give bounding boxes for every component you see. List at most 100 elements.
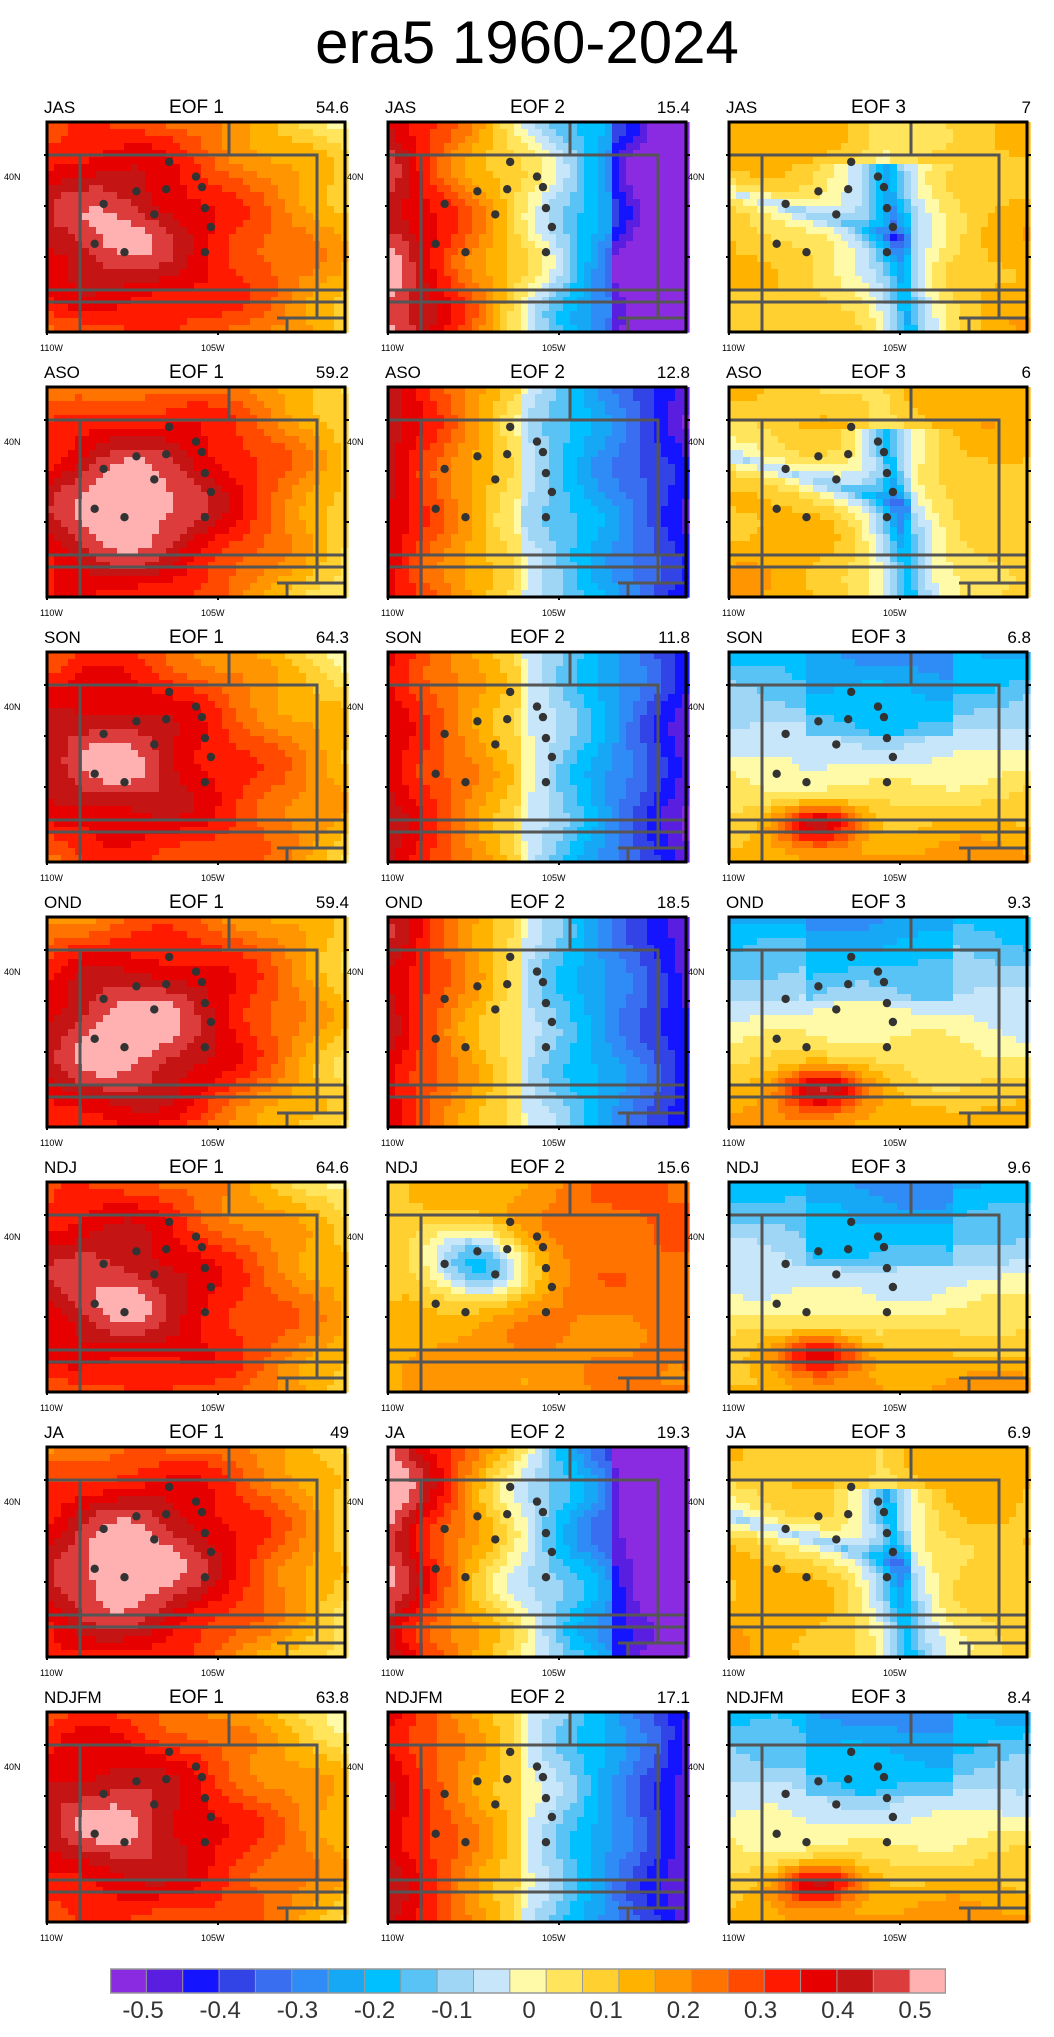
heatmap-cell <box>423 143 431 151</box>
heatmap-cell <box>264 136 272 144</box>
heatmap-cell <box>96 304 104 312</box>
heatmap-cell <box>194 178 202 186</box>
heatmap-cell <box>813 164 821 172</box>
heatmap-cell <box>778 227 786 235</box>
heatmap-cell <box>68 471 76 479</box>
heatmap-cell <box>236 478 244 486</box>
heatmap-cell <box>292 325 300 333</box>
heatmap-cell <box>395 192 403 200</box>
heatmap-cell <box>1009 199 1017 207</box>
heatmap-cell <box>47 213 55 221</box>
heatmap-cell <box>514 122 522 130</box>
heatmap-cell <box>180 143 188 151</box>
heatmap-cell <box>911 304 919 312</box>
heatmap-cell <box>799 241 807 249</box>
heatmap-cell <box>327 185 335 193</box>
heatmap-cell <box>479 171 487 179</box>
heatmap-cell <box>173 318 181 326</box>
heatmap-cell <box>528 199 536 207</box>
heatmap-cell <box>68 234 76 242</box>
heatmap-cell <box>570 164 578 172</box>
heatmap-cell <box>47 422 55 430</box>
heatmap-cell <box>117 464 125 472</box>
heatmap-cell <box>61 408 69 416</box>
heatmap-cell <box>626 325 634 333</box>
heatmap-cell <box>320 206 328 214</box>
heatmap-cell <box>124 443 132 451</box>
heatmap-cell <box>528 283 536 291</box>
heatmap-cell <box>194 164 202 172</box>
heatmap-cell <box>250 394 258 402</box>
heatmap-cell <box>675 325 683 333</box>
heatmap-cell <box>444 262 452 270</box>
heatmap-cell <box>771 157 779 165</box>
heatmap-cell <box>152 192 160 200</box>
heatmap-cell <box>897 241 905 249</box>
heatmap-cell <box>236 283 244 291</box>
heatmap-cell <box>967 199 975 207</box>
heatmap-cell <box>563 241 571 249</box>
heatmap-cell <box>264 213 272 221</box>
heatmap-cell <box>493 255 501 263</box>
heatmap-cell <box>640 122 648 130</box>
heatmap-cell <box>437 157 445 165</box>
heatmap-cell <box>388 171 396 179</box>
heatmap-cell <box>743 143 751 151</box>
heatmap-cell <box>472 262 480 270</box>
heatmap-cell <box>54 429 62 437</box>
heatmap-cell <box>458 199 466 207</box>
heatmap-cell <box>736 157 744 165</box>
heatmap-cell <box>792 241 800 249</box>
heatmap-cell <box>292 401 300 409</box>
heatmap-cell <box>911 241 919 249</box>
heatmap-cell <box>1016 192 1024 200</box>
heatmap-cell <box>327 478 335 486</box>
heatmap-cell <box>96 325 104 333</box>
heatmap-cell <box>995 143 1003 151</box>
heatmap-cell <box>194 429 202 437</box>
heatmap-cell <box>736 171 744 179</box>
heatmap-cell <box>486 213 494 221</box>
heatmap-cell <box>117 471 125 479</box>
heatmap-cell <box>883 178 891 186</box>
station-dot <box>132 187 141 196</box>
heatmap-cell <box>257 485 265 493</box>
heatmap-cell <box>883 143 891 151</box>
heatmap-cell <box>278 520 286 528</box>
heatmap-cell <box>292 143 300 151</box>
heatmap-cell <box>472 122 480 130</box>
heatmap-cell <box>556 262 564 270</box>
heatmap-cell <box>313 136 321 144</box>
heatmap-cell <box>514 255 522 263</box>
heatmap-cell <box>584 143 592 151</box>
heatmap-cell <box>458 262 466 270</box>
heatmap-cell <box>855 206 863 214</box>
heatmap-cell <box>306 255 314 263</box>
heatmap-cell <box>334 290 342 298</box>
heatmap-cell <box>535 304 543 312</box>
heatmap-cell <box>771 213 779 221</box>
heatmap-cell <box>848 262 856 270</box>
heatmap-cell <box>521 304 529 312</box>
heatmap-cell <box>584 311 592 319</box>
heatmap-cell <box>946 220 954 228</box>
heatmap-cell <box>117 206 125 214</box>
heatmap-cell <box>584 192 592 200</box>
heatmap-cell <box>598 185 606 193</box>
heatmap-cell <box>264 408 272 416</box>
heatmap-cell <box>117 178 125 186</box>
heatmap-cell <box>661 136 669 144</box>
heatmap-cell <box>215 450 223 458</box>
heatmap-cell <box>320 185 328 193</box>
heatmap-cell <box>953 262 961 270</box>
heatmap-cell <box>918 269 926 277</box>
heatmap-cell <box>61 534 69 542</box>
heatmap-cell <box>988 178 996 186</box>
heatmap-cell <box>577 178 585 186</box>
heatmap-cell <box>187 492 195 500</box>
heatmap-cell <box>388 136 396 144</box>
heatmap-cell <box>409 192 417 200</box>
heatmap-cell <box>918 199 926 207</box>
heatmap-cell <box>229 443 237 451</box>
heatmap-cell <box>173 248 181 256</box>
